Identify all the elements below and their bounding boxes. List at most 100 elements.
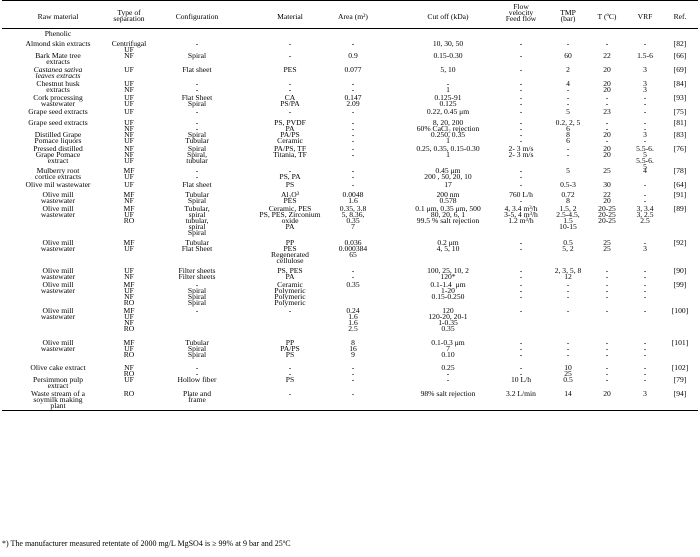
- cell-temp: - -: [605, 266, 609, 281]
- cell-flow: - -: [519, 118, 523, 133]
- cell-raw: Olive mill wastewater: [40, 190, 76, 205]
- cell-material: CA PS/PA: [280, 93, 300, 108]
- cell-material: PS, PES PA: [277, 266, 303, 281]
- cell-tmp: 0.2, 2, 5 6: [555, 118, 581, 133]
- cell-raw: Grape seed extracts: [28, 118, 88, 127]
- header-cutoff: Cut off (kDa): [427, 12, 469, 21]
- cell-flow: 2- 3 m/s 2- 3 m/s: [508, 144, 534, 159]
- cell-type: NF: [124, 51, 134, 60]
- cell-ref: [102]: [671, 363, 689, 372]
- cell-tmp: 14: [564, 389, 572, 398]
- cell-material: PS, PVDF PA: [274, 118, 306, 133]
- cell-config: Tubular Flat Sheet: [181, 238, 213, 253]
- cell-vrf: -: [643, 375, 647, 384]
- table-row: Persimmon pulp extract UF Hollow fiber PS - -…: [0, 376, 700, 390]
- table-row: Olive mill wastewater UF NF Filter sheets …: [0, 267, 700, 281]
- cell-cutoff: 8, 20, 200 60% CaCl₂ rejection: [416, 118, 480, 133]
- cell-material: - PS, PA: [279, 166, 301, 181]
- header-temp: T (ºC): [597, 12, 617, 21]
- cell-material: -: [288, 306, 292, 315]
- cell-ref: [78]: [673, 166, 687, 175]
- cell-temp: -: [605, 375, 609, 384]
- cell-tmp: 2, 3, 5, 8 12: [554, 266, 582, 281]
- cell-config: - -: [195, 166, 199, 181]
- table-row: Grape seed extracts UF NF - - PS, PVDF PA - …: [0, 118, 700, 133]
- cell-ref: [92]: [673, 238, 687, 247]
- cell-tmp: 0.5: [563, 375, 573, 384]
- cell-flow: 10 L/h: [510, 375, 532, 384]
- cell-config: Spiral: [187, 51, 207, 60]
- header-tmp: TMP (bar): [560, 8, 576, 23]
- cell-area: - -: [351, 363, 355, 378]
- cell-vrf: - -: [643, 93, 647, 108]
- cell-vrf: 3 -: [643, 130, 647, 145]
- cell-temp: - -: [605, 118, 609, 133]
- cell-tmp: 5: [566, 166, 570, 175]
- cell-vrf: - -: [643, 118, 647, 133]
- cell-config: -: [195, 107, 199, 116]
- cell-ref: [93]: [673, 93, 687, 102]
- cell-temp: 22: [603, 51, 611, 60]
- cell-type: MF UF RO: [123, 204, 135, 225]
- cell-material: - -: [288, 363, 292, 378]
- cell-cutoff: 0.45 μm 200 , 50, 20, 10: [424, 166, 472, 181]
- cell-cutoff: 0.1 μm, 0.35 μm, 500 80, 20, 6, 1 99.5 %…: [415, 204, 481, 225]
- cell-raw: Cork processing wastewater: [33, 93, 83, 108]
- cell-flow: 760 L/h -: [509, 190, 533, 205]
- cell-config: Hollow fiber: [177, 375, 217, 384]
- cell-ref: [100]: [671, 306, 689, 315]
- cell-area: - -: [351, 266, 355, 281]
- cell-config: -: [195, 39, 199, 48]
- cell-ref: [83]: [673, 130, 687, 139]
- cell-vrf: -: [643, 180, 647, 189]
- cell-cutoff: 0.250, 0.35 1: [430, 130, 466, 145]
- cell-raw: Olive mill wastewater: [40, 266, 76, 281]
- cell-area: - -: [351, 118, 355, 133]
- cell-ref: [84]: [673, 79, 687, 88]
- cell-type: UF: [124, 65, 134, 74]
- cell-temp: 23: [603, 107, 611, 116]
- cell-type: UF NF: [124, 118, 134, 133]
- cell-cutoff: 200 nm 0.578: [436, 190, 460, 205]
- cell-ref: [64]: [673, 180, 687, 189]
- cell-raw: Almond skin extracts: [25, 39, 91, 48]
- table-bottom-rule: [2, 410, 698, 411]
- cell-material: PA/PS, TF Titania, TF: [273, 144, 307, 159]
- cell-tmp: 0.5-3: [560, 180, 576, 189]
- cell-cutoff: 0.25, 0.35, 0.15-0.30 1: [416, 144, 480, 159]
- cell-area: 0.036 0.000384 65: [338, 238, 368, 259]
- table-body: Almond skin extracts Centrifugal UF - - - 10,…: [0, 39, 700, 410]
- cell-flow: -: [519, 180, 523, 189]
- cell-config: Tubular, spiral tubular, spiral Spiral: [184, 204, 210, 237]
- cell-cutoff: 0.1-1.4 μm 1-20 0.15-0.250: [430, 280, 466, 301]
- table-row: Olive mill wastewater MF UF RO Tubular Spi…: [0, 339, 700, 364]
- cell-type: RO: [123, 389, 135, 398]
- cell-temp: 25 25: [603, 238, 611, 253]
- cell-ref: [66]: [673, 51, 687, 60]
- cell-cutoff: 0.22, 0.45 μm: [426, 107, 470, 116]
- cell-raw: Waste stream of a soymilk making plant: [31, 389, 85, 410]
- cell-area: 0.147 2.09: [344, 93, 362, 108]
- footnote: *) The manufacturer measured retentate o…: [2, 539, 291, 548]
- section-row: Phenolic: [0, 28, 700, 40]
- cell-type: UF NF: [124, 266, 134, 281]
- cell-raw: Mulberry root cortice extracts: [34, 166, 82, 181]
- cell-ref: [99]: [673, 280, 687, 289]
- cell-flow: - -: [519, 79, 523, 94]
- cell-flow: - -: [519, 130, 523, 145]
- cell-ref: [89]: [673, 204, 687, 213]
- cell-config: Flat sheet: [182, 65, 212, 74]
- cell-cutoff: 0.1-0.3 μm 7 0.10: [431, 338, 465, 359]
- cell-temp: -: [605, 39, 609, 48]
- cell-vrf: - -: [643, 190, 647, 205]
- cell-type: UF NF: [124, 79, 134, 94]
- table-top-rule: [2, 0, 698, 1]
- cell-config: - -: [195, 118, 199, 133]
- table-row: Grape seed extracts UF - - - 0.22, 0.45 μm - 5 2…: [0, 108, 700, 119]
- cell-type: Centrifugal UF: [111, 39, 147, 54]
- cell-vrf: 1.5-6: [637, 51, 653, 60]
- cell-ref: [69]: [673, 65, 687, 74]
- cell-material: -: [288, 39, 292, 48]
- cell-area: -: [351, 389, 355, 398]
- table-row: Olive mill wastewater MF NF Tubular Spiral…: [0, 191, 700, 205]
